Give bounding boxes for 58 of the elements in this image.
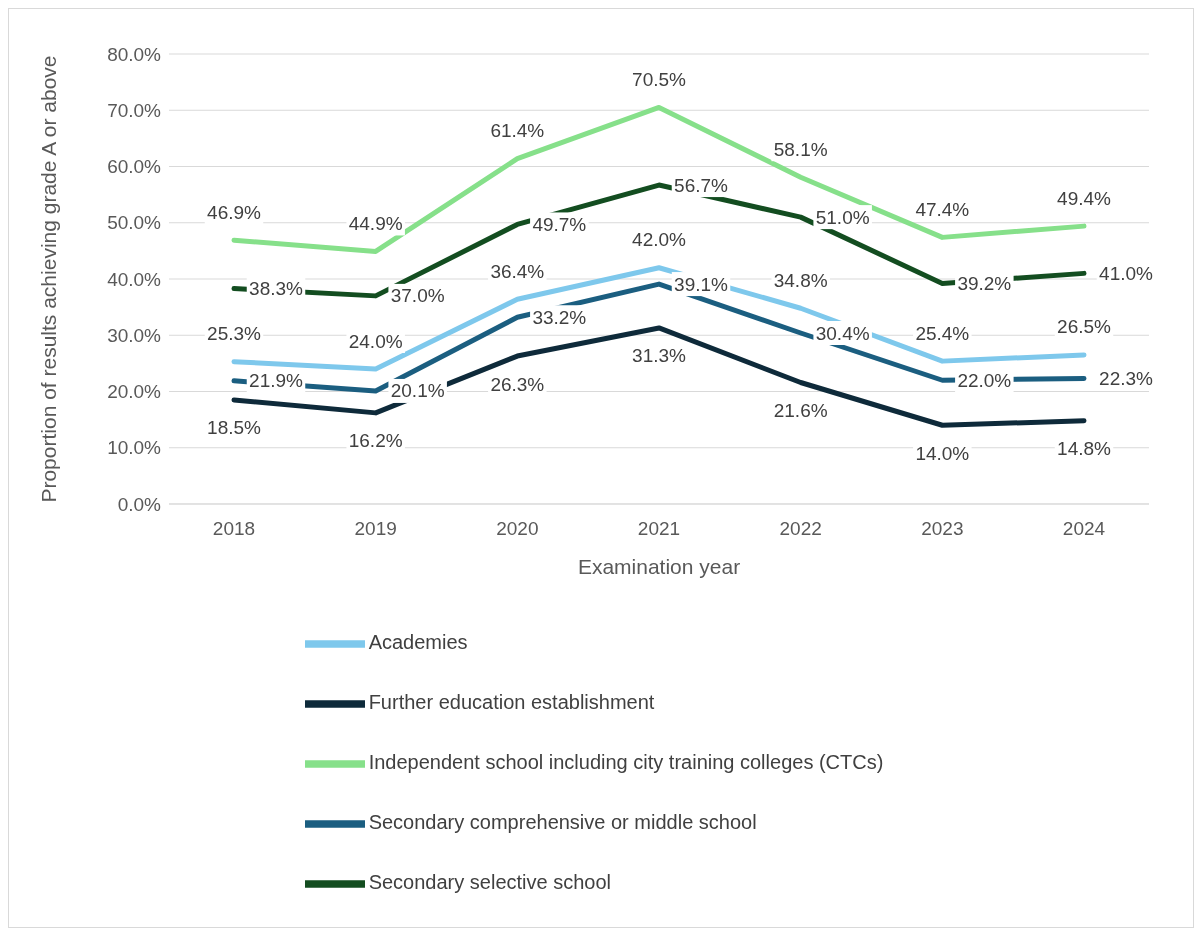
data-label: 26.3% <box>490 373 545 395</box>
data-label: 56.7% <box>674 174 729 196</box>
x-tick-label: 2018 <box>212 518 256 540</box>
data-label: 20.1% <box>390 380 445 402</box>
x-axis-title: Examination year <box>577 555 741 578</box>
data-label: 22.0% <box>957 369 1012 391</box>
y-tick-label: 40.0% <box>107 268 162 290</box>
data-label: 36.4% <box>490 260 545 282</box>
data-label: 44.9% <box>348 212 403 234</box>
x-tick-label: 2019 <box>354 518 397 540</box>
data-label: 25.4% <box>915 322 970 344</box>
data-label: 70.5% <box>632 68 687 90</box>
data-label: 58.1% <box>773 138 828 160</box>
data-label: 33.2% <box>532 306 587 328</box>
data-label: 61.4% <box>490 120 545 142</box>
legend-label: Secondary selective school <box>368 871 611 894</box>
legend-label: Independent school including city training colleges (CTCs) <box>368 751 884 774</box>
data-label: 14.8% <box>1057 438 1112 460</box>
y-tick-label: 70.0% <box>107 100 162 121</box>
y-tick-label: 30.0% <box>107 324 162 346</box>
data-label: 46.9% <box>207 201 262 223</box>
y-axis-title: Proportion of results achieving grade A or above <box>37 55 61 503</box>
data-label: 16.2% <box>348 430 403 452</box>
data-label: 39.2% <box>957 273 1012 294</box>
data-label: 25.3% <box>207 323 262 345</box>
x-tick-label: 2021 <box>637 518 681 540</box>
data-label: 49.4% <box>1057 187 1112 209</box>
x-tick-label: 2023 <box>921 518 964 540</box>
data-label: 21.6% <box>773 400 828 421</box>
data-label: 26.5% <box>1057 316 1112 338</box>
data-label: 21.9% <box>249 370 304 392</box>
legend-label: Further education establishment <box>368 691 655 714</box>
data-label: 49.7% <box>532 213 587 235</box>
data-label: 14.0% <box>915 442 970 464</box>
y-tick-label: 60.0% <box>107 156 162 178</box>
y-tick-label: 0.0% <box>117 493 162 515</box>
data-label: 42.0% <box>632 229 687 251</box>
data-label: 39.1% <box>674 273 729 295</box>
x-tick-label: 2024 <box>1062 518 1106 540</box>
data-label: 38.3% <box>249 278 304 300</box>
data-label: 34.8% <box>773 269 828 291</box>
data-label: 51.0% <box>815 206 870 228</box>
data-label: 41.0% <box>1099 262 1154 284</box>
data-label: 30.4% <box>815 322 870 344</box>
data-label: 37.0% <box>390 285 445 307</box>
legend-label: Secondary comprehensive or middle school <box>368 811 757 834</box>
data-label: 22.3% <box>1099 368 1154 390</box>
data-label: 18.5% <box>207 417 262 439</box>
y-tick-label: 80.0% <box>107 43 162 65</box>
data-label: 24.0% <box>348 330 403 352</box>
data-label: 31.3% <box>632 345 687 367</box>
x-tick-label: 2022 <box>779 518 822 540</box>
legend-label: Academies <box>368 631 468 654</box>
x-tick-label: 2020 <box>496 518 539 540</box>
y-tick-label: 10.0% <box>107 437 162 459</box>
y-tick-label: 50.0% <box>107 212 162 234</box>
y-tick-label: 20.0% <box>107 381 162 403</box>
data-label: 47.4% <box>915 198 970 220</box>
